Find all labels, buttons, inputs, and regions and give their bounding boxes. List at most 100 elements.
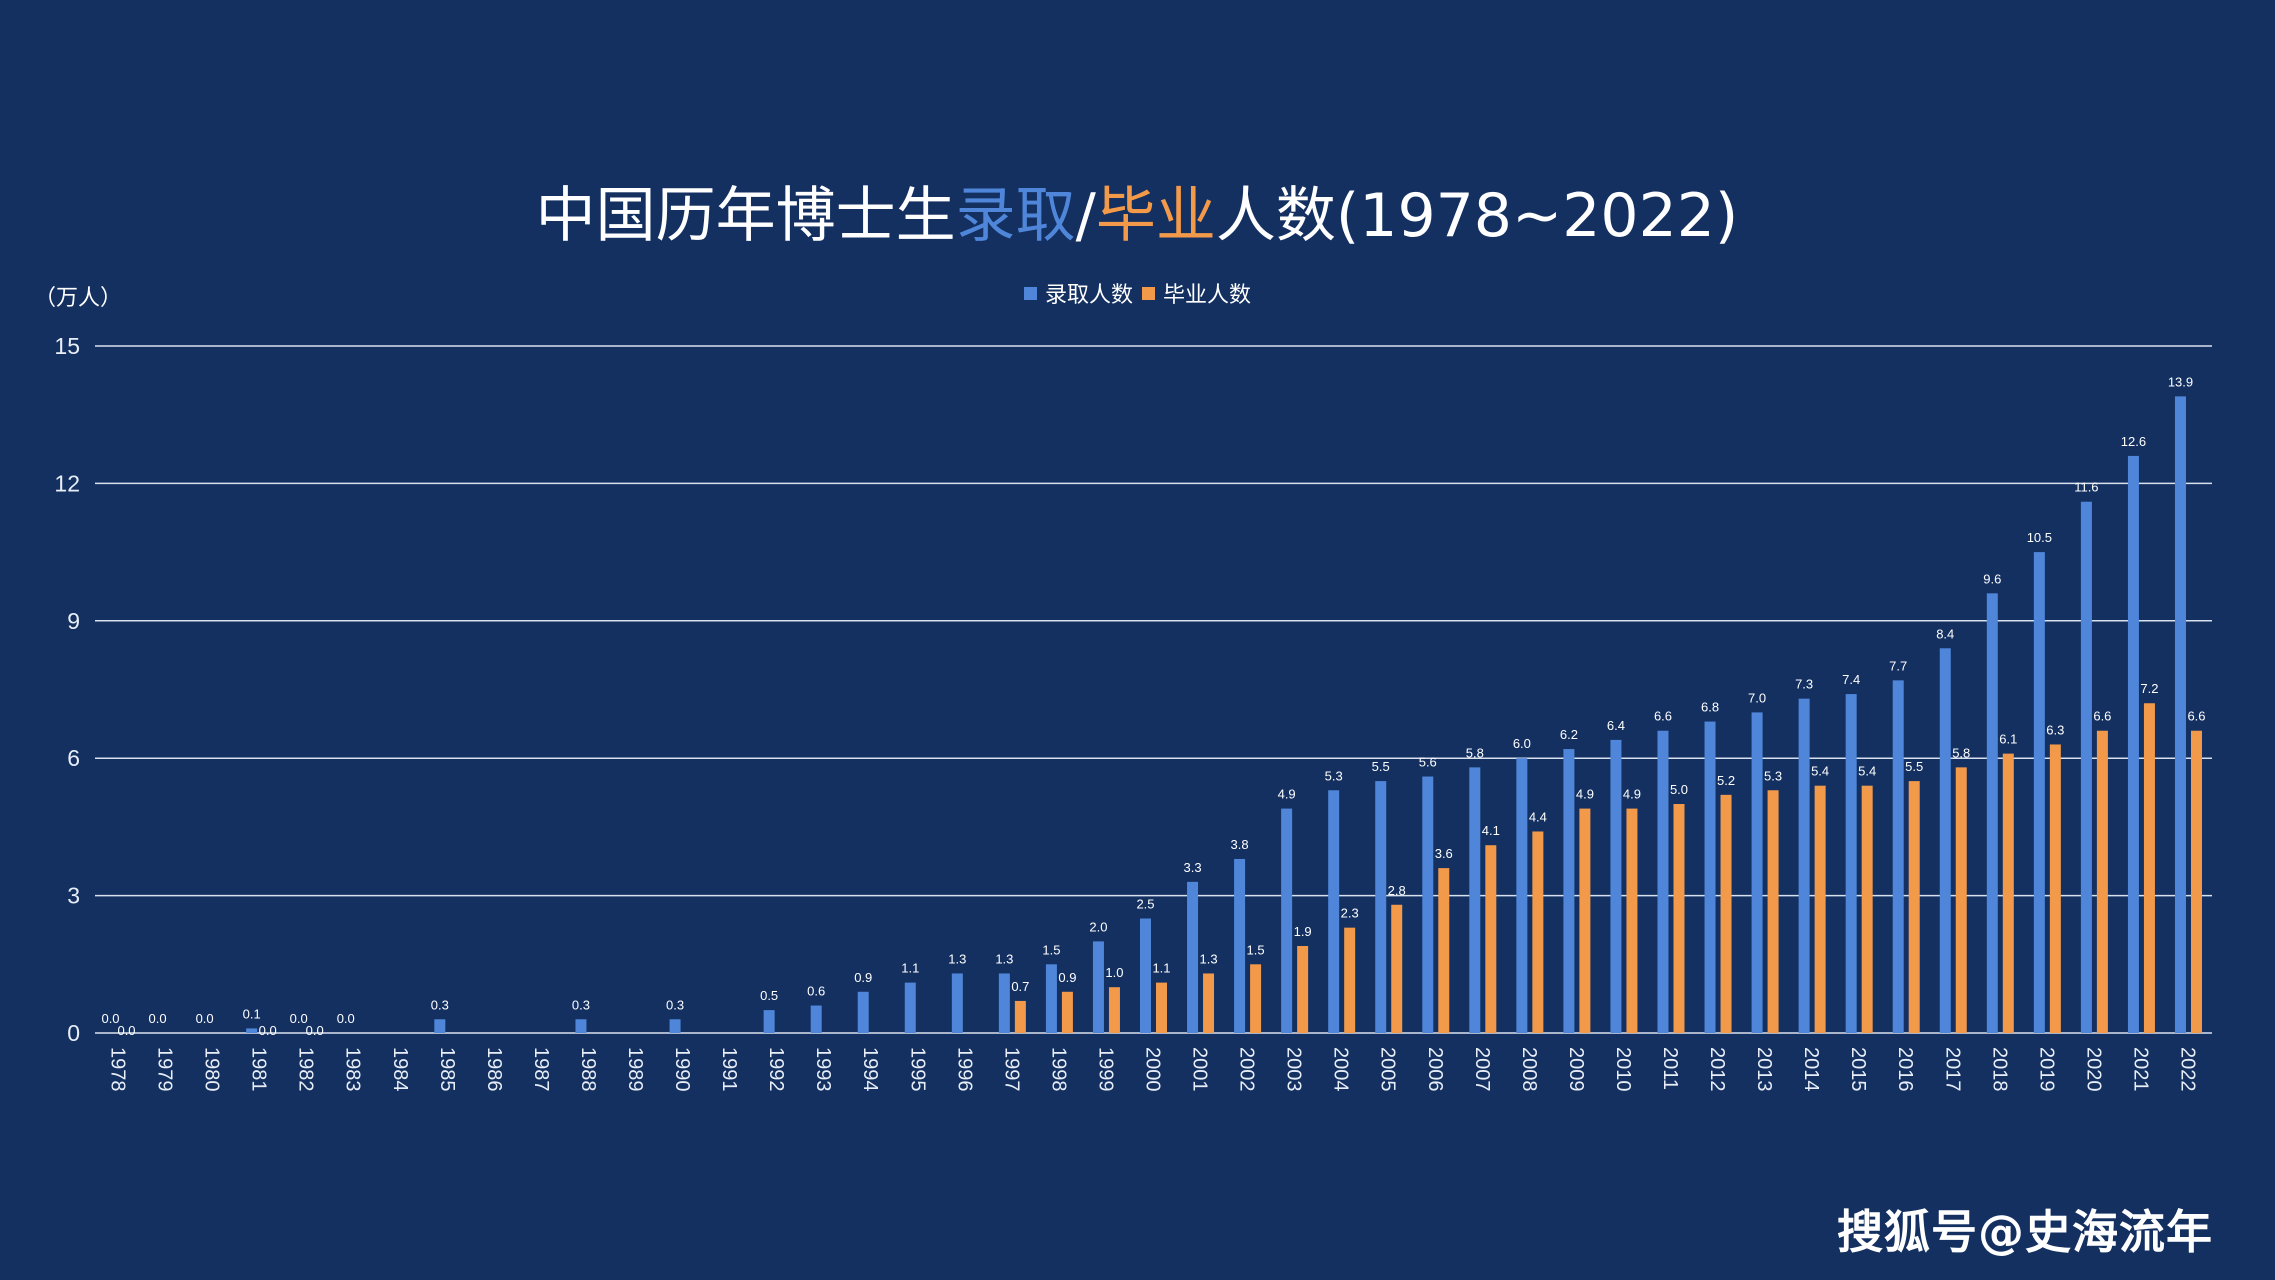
data-label: 5.0	[1670, 782, 1688, 797]
data-label: 2.5	[1136, 897, 1154, 912]
bar-admission	[1751, 712, 1763, 1033]
bar-graduation	[1814, 785, 1826, 1033]
bar-admission	[1845, 694, 1857, 1033]
title-part: 毕业	[1096, 181, 1216, 251]
x-tick-label: 2008	[1518, 1047, 1540, 1092]
bar-admission	[1234, 858, 1246, 1033]
data-label: 1.3	[948, 951, 966, 966]
y-axis-unit-label: （万人）	[34, 286, 122, 311]
data-label: 0.0	[196, 1011, 214, 1026]
data-label: 1.5	[1247, 942, 1265, 957]
y-tick-label: 0	[67, 1020, 80, 1046]
data-label: 7.4	[1842, 672, 1860, 687]
bar-graduation	[1767, 790, 1779, 1033]
y-axis-ticks: 0 3 6 9 12 15	[54, 333, 80, 1046]
x-tick-label: 2004	[1330, 1047, 1352, 1092]
x-tick-label: 1993	[812, 1047, 834, 1092]
bar-graduation	[1861, 785, 1873, 1033]
data-label: 5.8	[1952, 745, 1970, 760]
y-tick-label: 3	[67, 883, 80, 909]
data-label: 5.5	[1905, 759, 1923, 774]
data-label: 3.3	[1184, 860, 1202, 875]
data-label: 1.1	[901, 961, 919, 976]
bar-admission	[810, 1005, 822, 1033]
x-tick-label: 1997	[1000, 1047, 1022, 1092]
bar-graduation	[1673, 804, 1685, 1033]
legend-swatch	[1024, 287, 1037, 300]
legend-label: 毕业人数	[1163, 283, 1251, 308]
bar-admission	[1092, 941, 1104, 1033]
bar-admission	[998, 973, 1010, 1033]
x-tick-label: 2011	[1659, 1047, 1681, 1090]
data-labels: 0.00.00.0 0.0 0.10.00.00.00.00.3 0.3 0.30.5 0…	[101, 374, 2205, 1038]
bar-admission	[1704, 721, 1716, 1033]
data-label: 6.1	[1999, 732, 2017, 747]
bar-admission	[904, 982, 916, 1033]
bar-graduation	[1391, 904, 1403, 1033]
x-tick-label: 2019	[2035, 1047, 2057, 1092]
data-label: 8.4	[1936, 626, 1954, 641]
data-label: 1.5	[1042, 942, 1060, 957]
x-tick-label: 1980	[201, 1047, 223, 1092]
x-tick-label: 1988	[577, 1047, 599, 1092]
bar-admission	[1422, 776, 1434, 1033]
data-label: 7.3	[1795, 677, 1813, 692]
x-tick-label: 2018	[1988, 1047, 2010, 1092]
data-label: 0.0	[259, 1023, 277, 1038]
bar-graduation	[2002, 753, 2014, 1033]
x-tick-label: 2013	[1753, 1047, 1775, 1092]
x-tick-label: 1992	[765, 1047, 787, 1092]
legend-swatch	[1142, 287, 1155, 300]
bar-admission	[575, 1019, 587, 1033]
bar-graduation	[1626, 808, 1638, 1033]
data-label: 0.0	[337, 1011, 355, 1026]
x-tick-label: 1996	[953, 1047, 975, 1092]
x-tick-label: 1984	[389, 1047, 411, 1092]
data-label: 3.6	[1435, 846, 1453, 861]
bar-admission	[1798, 698, 1810, 1033]
bar-admission	[1140, 918, 1151, 1033]
x-tick-label: 1985	[436, 1047, 458, 1092]
data-label: 5.5	[1372, 759, 1390, 774]
x-tick-label: 2002	[1236, 1047, 1258, 1092]
x-tick-label: 2005	[1377, 1047, 1399, 1092]
bar-graduation	[1720, 794, 1732, 1033]
x-tick-label: 1981	[248, 1047, 270, 1092]
bar-graduation	[1485, 845, 1497, 1033]
bar-admission	[2127, 455, 2139, 1033]
x-tick-label: 2009	[1565, 1047, 1587, 1092]
y-tick-label: 15	[54, 333, 80, 359]
bar-admission	[1986, 593, 1998, 1033]
data-label: 6.6	[1654, 709, 1672, 724]
data-label: 0.0	[306, 1023, 324, 1038]
bar-admission	[857, 991, 869, 1033]
bar-graduation	[1061, 991, 1073, 1033]
bar-admission	[1516, 758, 1528, 1033]
data-label: 4.9	[1576, 787, 1594, 802]
data-label: 6.4	[1607, 718, 1625, 733]
bar-admission	[1892, 680, 1904, 1033]
data-label: 0.3	[572, 997, 590, 1012]
bar-graduation	[1908, 781, 1920, 1033]
x-tick-label: 2020	[2082, 1047, 2104, 1092]
bar-admission	[246, 1028, 258, 1033]
bar-graduation	[1438, 868, 1450, 1033]
data-label: 6.3	[2046, 722, 2064, 737]
bar-graduation	[1156, 982, 1167, 1033]
bar-admission	[1375, 781, 1387, 1033]
data-label: 5.4	[1858, 764, 1876, 779]
bar-graduation	[2143, 703, 2155, 1033]
data-label: 10.5	[2027, 530, 2052, 545]
data-label: 13.9	[2168, 374, 2193, 389]
x-tick-label: 2021	[2129, 1047, 2151, 1092]
x-tick-label: 1995	[906, 1047, 928, 1092]
x-tick-label: 2001	[1189, 1047, 1211, 1092]
data-label: 7.2	[2140, 681, 2158, 696]
x-tick-label: 2017	[1941, 1047, 1963, 1092]
data-label: 4.1	[1482, 823, 1500, 838]
data-label: 9.6	[1983, 571, 2001, 586]
bar-graduation	[1108, 987, 1120, 1033]
data-label: 5.6	[1419, 755, 1437, 770]
bar-admission	[434, 1019, 446, 1033]
bar-graduation	[2190, 730, 2202, 1033]
